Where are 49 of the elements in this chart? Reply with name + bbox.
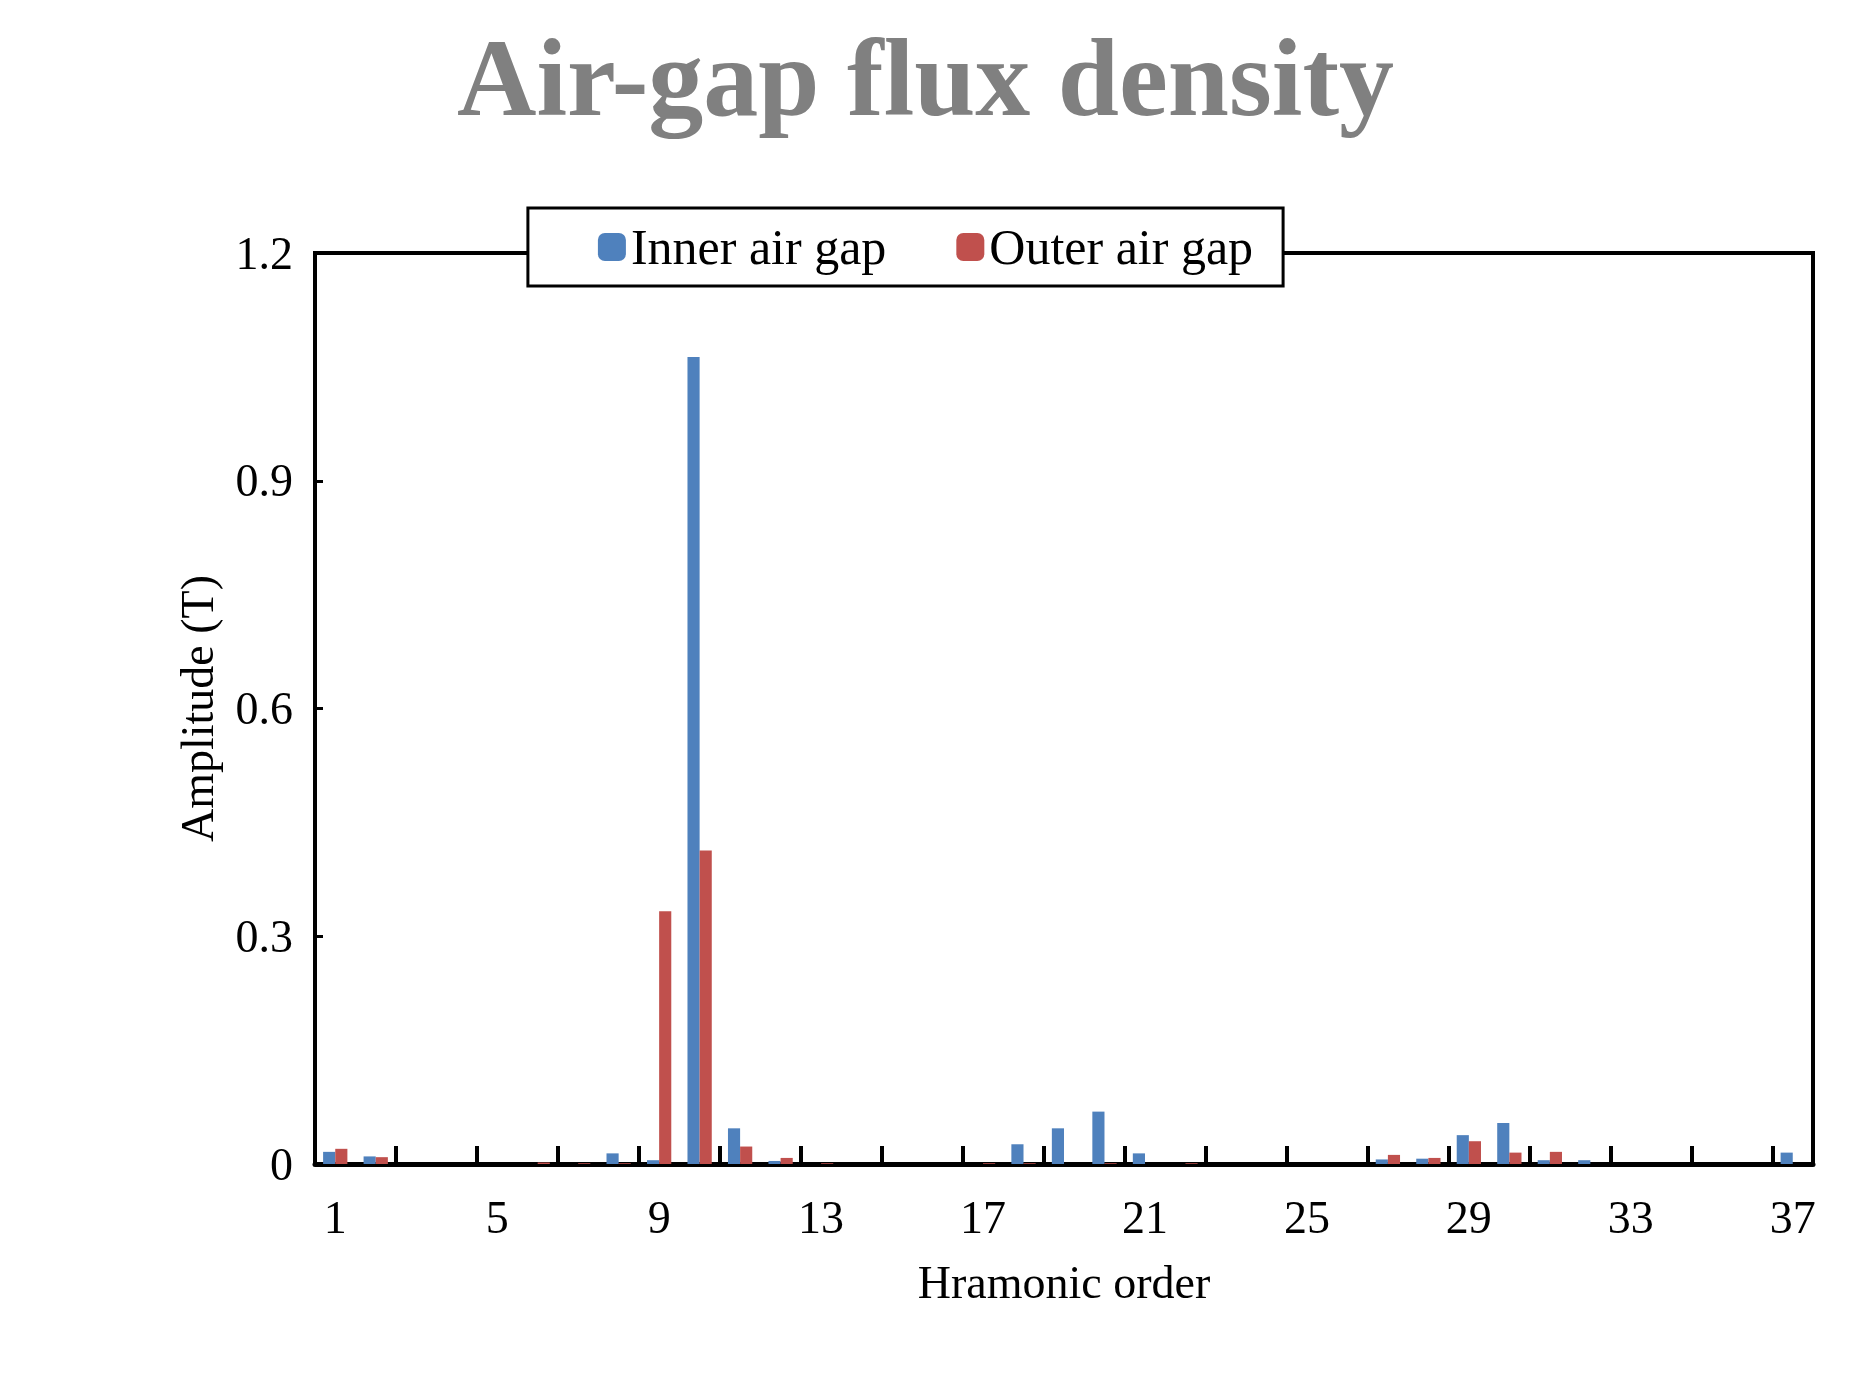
bar bbox=[1416, 1158, 1429, 1164]
y-tick-label: 0 bbox=[270, 1138, 293, 1190]
bar bbox=[740, 1146, 753, 1164]
bar bbox=[375, 1157, 388, 1164]
x-axis-title: Hramonic order bbox=[917, 1256, 1211, 1308]
x-tick-label: 25 bbox=[1283, 1191, 1330, 1243]
bar bbox=[335, 1148, 348, 1164]
legend-label: Inner air gap bbox=[630, 219, 887, 275]
bar bbox=[323, 1151, 336, 1164]
bar bbox=[1468, 1141, 1482, 1164]
bar bbox=[1497, 1123, 1510, 1164]
bar bbox=[1375, 1159, 1388, 1164]
bar bbox=[1509, 1152, 1522, 1164]
bar bbox=[659, 911, 672, 1164]
bar bbox=[1549, 1151, 1562, 1164]
x-tick-label: 5 bbox=[485, 1191, 509, 1243]
bar bbox=[687, 357, 700, 1164]
bar bbox=[1092, 1111, 1105, 1164]
bar bbox=[727, 1128, 741, 1164]
bar bbox=[1780, 1152, 1793, 1164]
x-tick-label: 21 bbox=[1121, 1191, 1168, 1243]
x-tick-label: 33 bbox=[1607, 1191, 1654, 1243]
x-tick-label: 1 bbox=[323, 1191, 347, 1243]
x-tick-label: 13 bbox=[798, 1191, 845, 1243]
y-axis-title: Amplitude (T) bbox=[171, 575, 223, 842]
bar bbox=[780, 1157, 793, 1164]
y-tick-label: 1.2 bbox=[235, 227, 293, 279]
y-tick-label: 0.9 bbox=[235, 455, 293, 507]
bar bbox=[768, 1160, 781, 1164]
bar bbox=[1578, 1160, 1591, 1164]
bar bbox=[1051, 1128, 1064, 1164]
x-tick-label: 29 bbox=[1445, 1191, 1492, 1243]
y-tick-label: 0.3 bbox=[235, 910, 293, 962]
x-tick-label: 9 bbox=[647, 1191, 671, 1243]
bar bbox=[1387, 1154, 1401, 1164]
y-tick-label: 0.6 bbox=[235, 683, 293, 734]
bar bbox=[1132, 1153, 1145, 1164]
bar bbox=[699, 850, 712, 1164]
bar bbox=[1011, 1144, 1024, 1164]
bar bbox=[1428, 1157, 1441, 1164]
x-tick-label: 37 bbox=[1769, 1191, 1816, 1243]
chart-title: Air-gap flux density bbox=[456, 17, 1395, 139]
legend-label: Outer air gap bbox=[989, 219, 1254, 275]
bar bbox=[1456, 1135, 1469, 1164]
bar bbox=[363, 1156, 376, 1164]
bar bbox=[1537, 1160, 1550, 1164]
bar bbox=[606, 1153, 619, 1164]
x-tick-label: 17 bbox=[960, 1191, 1007, 1243]
bar bbox=[646, 1160, 660, 1164]
